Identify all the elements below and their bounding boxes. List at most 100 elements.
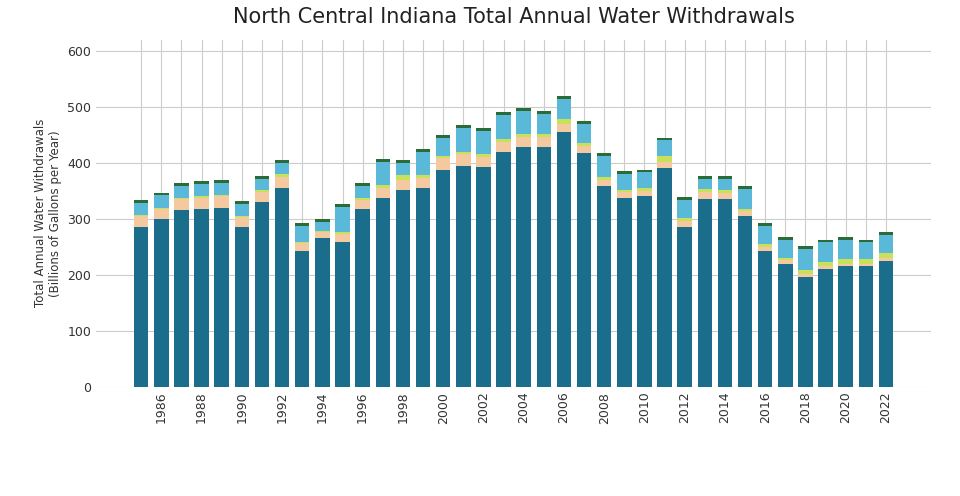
- Bar: [617, 174, 632, 190]
- Bar: [678, 197, 692, 200]
- Bar: [838, 240, 853, 259]
- Bar: [295, 223, 309, 226]
- Bar: [234, 217, 249, 227]
- Bar: [637, 170, 652, 173]
- Bar: [557, 96, 571, 99]
- Bar: [214, 195, 229, 196]
- Bar: [637, 188, 652, 191]
- Bar: [557, 99, 571, 119]
- Bar: [698, 199, 712, 387]
- Bar: [295, 251, 309, 387]
- Bar: [436, 158, 450, 170]
- Bar: [375, 187, 390, 197]
- Bar: [134, 215, 149, 216]
- Bar: [214, 180, 229, 183]
- Bar: [355, 183, 370, 186]
- Bar: [597, 180, 612, 186]
- Bar: [637, 196, 652, 387]
- Bar: [779, 240, 793, 257]
- Bar: [758, 247, 773, 251]
- Bar: [355, 198, 370, 200]
- Bar: [254, 190, 269, 192]
- Bar: [476, 167, 491, 387]
- Bar: [275, 163, 289, 174]
- Bar: [779, 257, 793, 260]
- Bar: [315, 239, 329, 387]
- Bar: [194, 182, 209, 184]
- Bar: [335, 204, 349, 207]
- Bar: [838, 259, 853, 264]
- Bar: [738, 211, 753, 216]
- Bar: [698, 192, 712, 199]
- Bar: [738, 209, 753, 211]
- Bar: [234, 204, 249, 216]
- Bar: [557, 132, 571, 387]
- Bar: [234, 201, 249, 204]
- Bar: [878, 232, 893, 235]
- Bar: [416, 178, 430, 188]
- Bar: [194, 184, 209, 196]
- Bar: [375, 162, 390, 186]
- Bar: [818, 269, 833, 387]
- Bar: [516, 111, 531, 134]
- Bar: [577, 121, 591, 124]
- Bar: [275, 177, 289, 188]
- Bar: [858, 266, 873, 387]
- Bar: [858, 259, 873, 264]
- Bar: [798, 274, 813, 277]
- Bar: [174, 210, 189, 387]
- Bar: [335, 243, 349, 387]
- Bar: [779, 264, 793, 387]
- Bar: [798, 270, 813, 274]
- Bar: [658, 169, 672, 387]
- Bar: [375, 186, 390, 187]
- Bar: [375, 197, 390, 387]
- Bar: [758, 226, 773, 244]
- Bar: [496, 152, 511, 387]
- Bar: [275, 174, 289, 177]
- Bar: [838, 237, 853, 240]
- Bar: [597, 178, 612, 180]
- Bar: [718, 179, 732, 190]
- Bar: [597, 156, 612, 178]
- Bar: [678, 218, 692, 221]
- Bar: [597, 186, 612, 387]
- Bar: [738, 216, 753, 387]
- Bar: [436, 156, 450, 158]
- Bar: [174, 198, 189, 199]
- Bar: [718, 199, 732, 387]
- Bar: [295, 226, 309, 242]
- Bar: [194, 209, 209, 387]
- Bar: [516, 134, 531, 137]
- Bar: [416, 188, 430, 387]
- Bar: [818, 262, 833, 266]
- Bar: [658, 156, 672, 162]
- Bar: [234, 227, 249, 387]
- Bar: [275, 188, 289, 387]
- Bar: [718, 176, 732, 179]
- Bar: [698, 176, 712, 179]
- Bar: [858, 240, 873, 243]
- Bar: [758, 251, 773, 387]
- Bar: [738, 186, 753, 189]
- Bar: [537, 147, 551, 387]
- Bar: [577, 146, 591, 153]
- Bar: [537, 134, 551, 137]
- Bar: [878, 235, 893, 253]
- Bar: [416, 152, 430, 175]
- Bar: [134, 200, 149, 203]
- Bar: [718, 190, 732, 193]
- Bar: [194, 197, 209, 209]
- Bar: [456, 166, 470, 387]
- Bar: [355, 209, 370, 387]
- Bar: [577, 124, 591, 143]
- Bar: [838, 266, 853, 387]
- Bar: [335, 234, 349, 243]
- Bar: [516, 147, 531, 387]
- Bar: [396, 190, 410, 387]
- Bar: [315, 231, 329, 232]
- Bar: [577, 143, 591, 146]
- Bar: [858, 264, 873, 266]
- Bar: [496, 139, 511, 141]
- Bar: [617, 190, 632, 192]
